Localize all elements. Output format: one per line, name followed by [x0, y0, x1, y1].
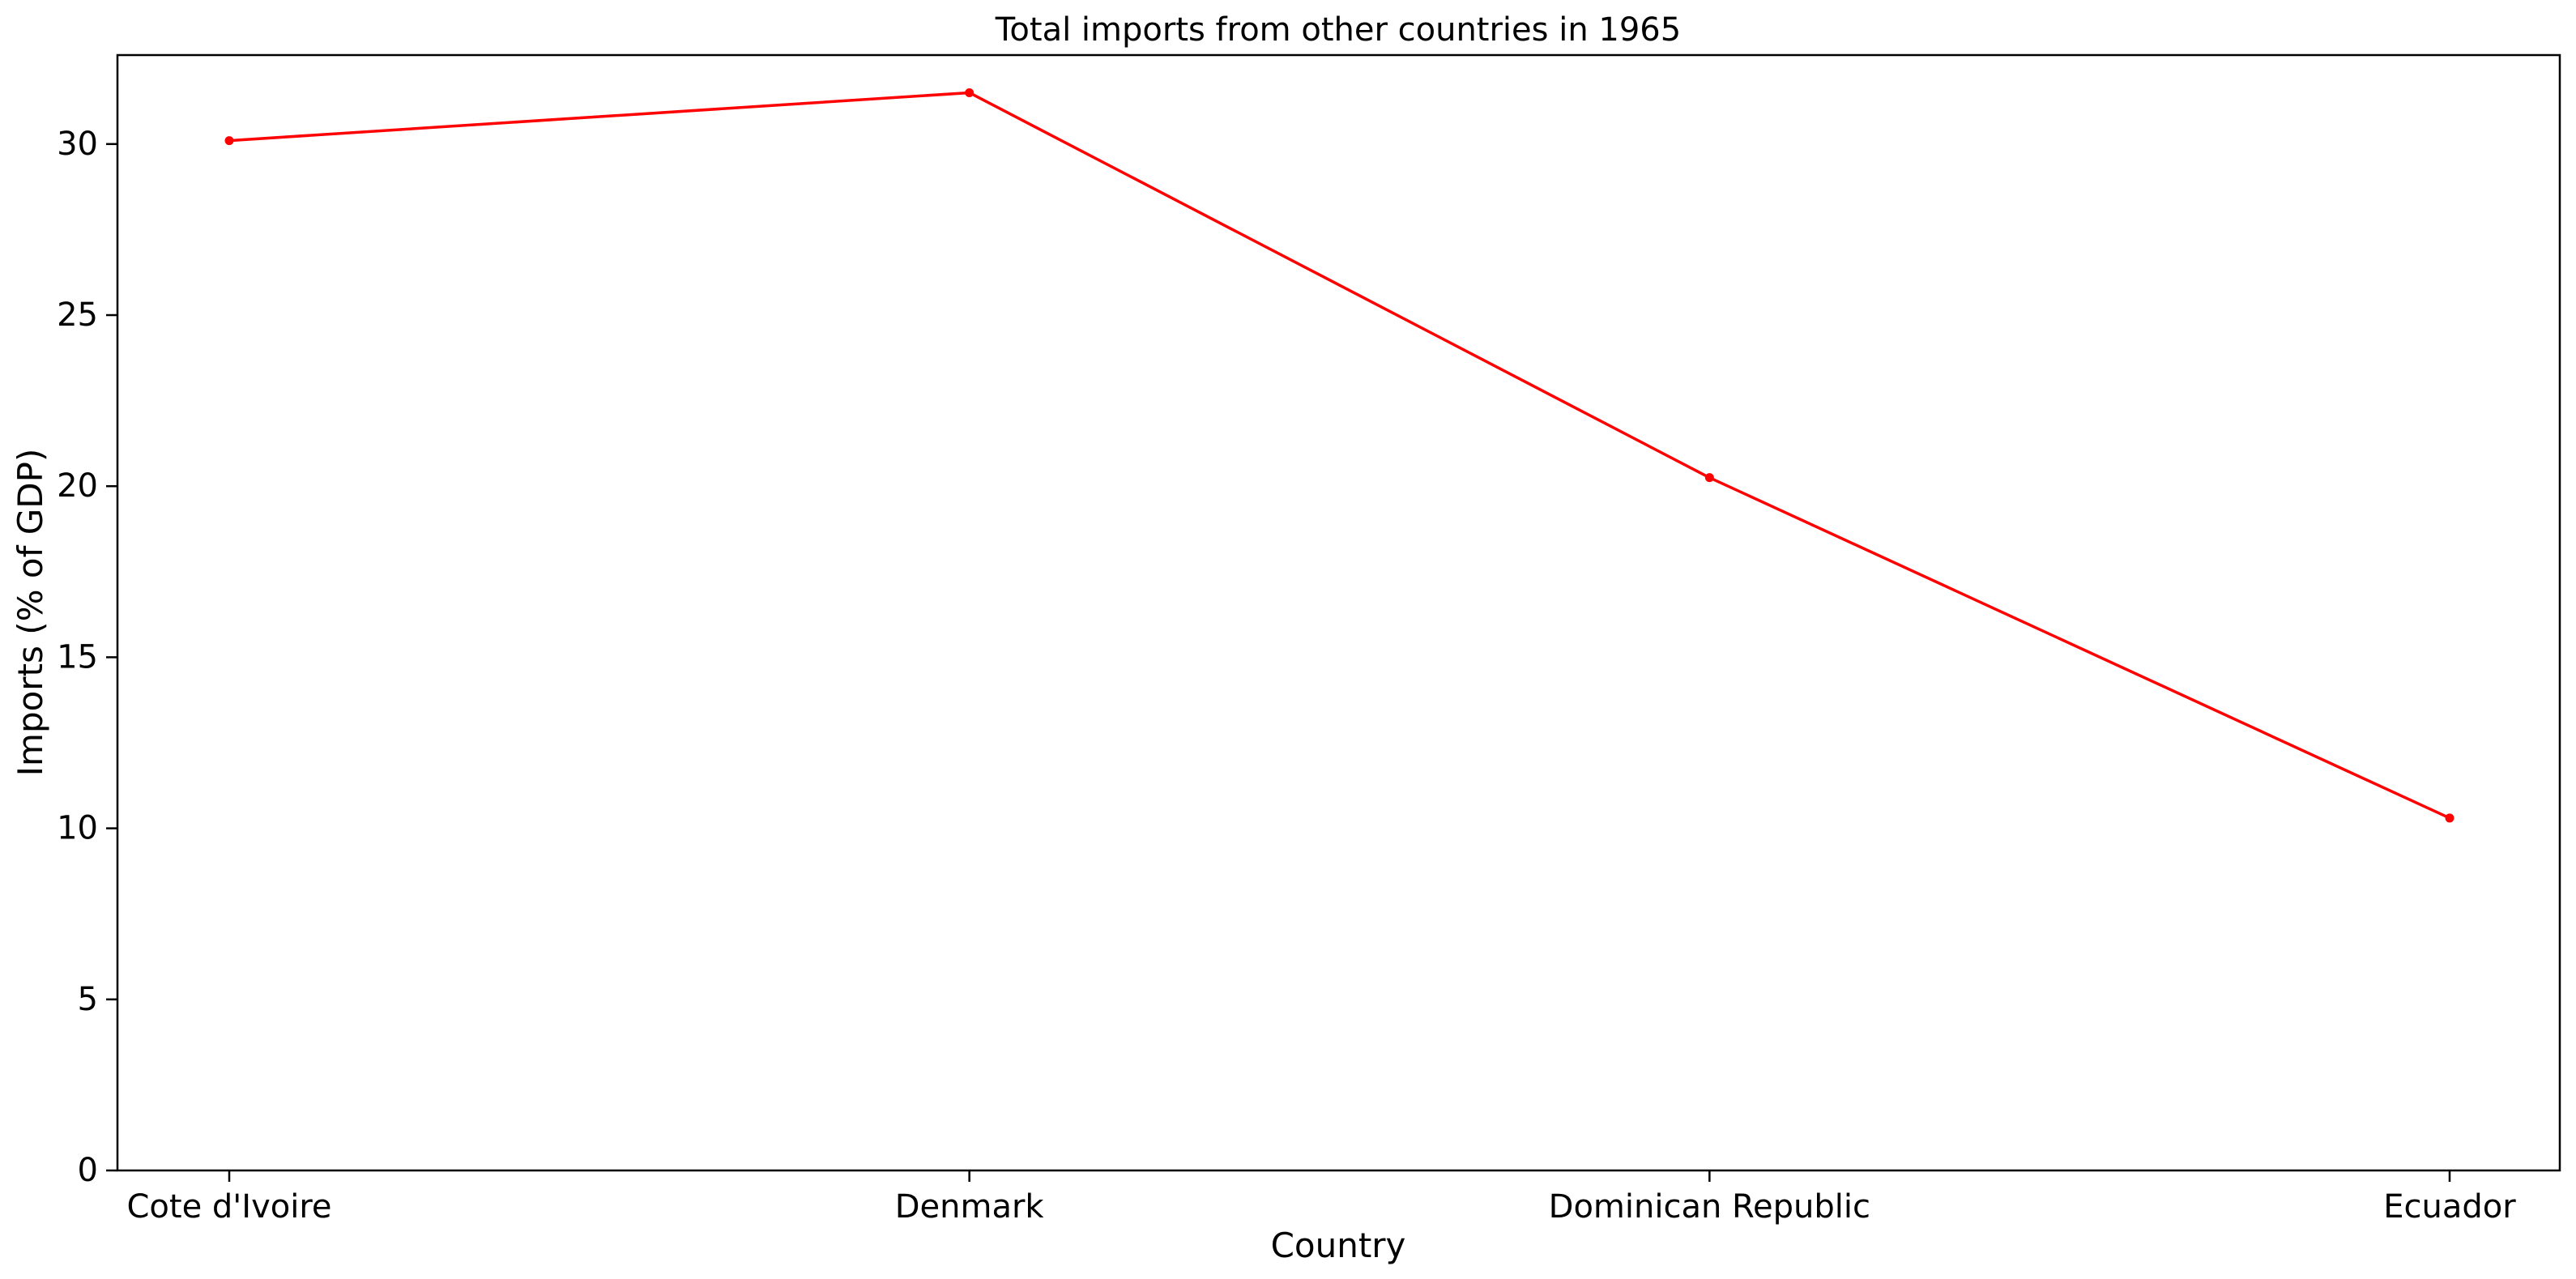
- data-point: [224, 136, 234, 146]
- x-tick-label: Denmark: [895, 1188, 1045, 1226]
- y-tick-label: 10: [57, 810, 98, 847]
- x-tick-label: Ecuador: [2383, 1188, 2516, 1226]
- x-axis-ticks: Cote d'Ivoire Denmark Dominican Republic Ec…: [126, 1170, 2516, 1226]
- y-tick-label: 30: [57, 126, 98, 163]
- data-point: [1704, 473, 1714, 483]
- x-axis-label: Country: [1271, 1226, 1406, 1265]
- x-tick-label: Cote d'Ivoire: [126, 1188, 331, 1226]
- y-tick-label: 25: [57, 296, 98, 334]
- chart-title: Total imports from other countries in 19…: [995, 11, 1681, 49]
- x-tick-label: Dominican Republic: [1549, 1188, 1870, 1226]
- data-point: [965, 87, 975, 97]
- series-layer: [224, 87, 2454, 823]
- plot-area-frame: [116, 53, 2561, 1172]
- y-axis-ticks: 0 5 10 15 20 25 30: [57, 126, 117, 1189]
- y-tick-label: 15: [57, 638, 98, 676]
- y-tick-label: 5: [78, 981, 98, 1018]
- data-point: [2445, 813, 2454, 823]
- y-tick-label: 20: [57, 467, 98, 505]
- y-axis-label: Imports (% of GDP): [11, 449, 50, 777]
- series-line: [228, 91, 2451, 820]
- y-tick-label: 0: [78, 1152, 98, 1189]
